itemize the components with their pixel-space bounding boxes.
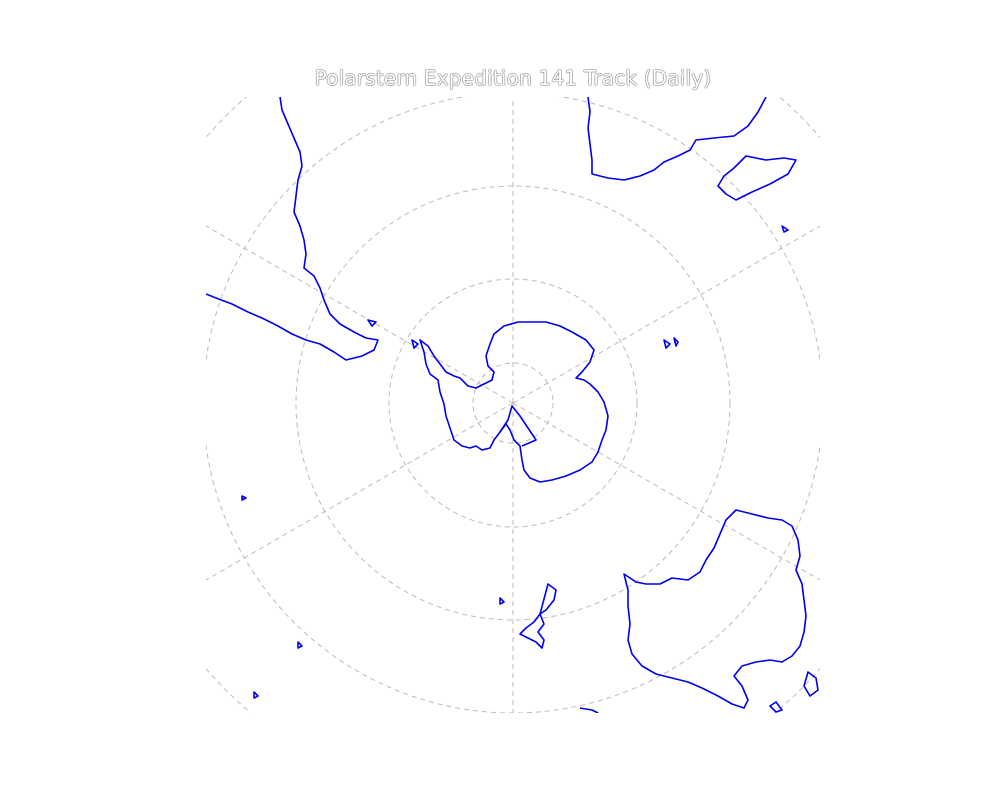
kerguelen-island (663, 339, 671, 349)
latitude-circle-70 (388, 278, 638, 528)
antarctica-coastline (419, 321, 609, 483)
new-zealand-south-island (519, 613, 545, 649)
crozet-island (781, 225, 789, 233)
heard-island (673, 337, 679, 347)
meridian-120e (512, 402, 820, 581)
africa-coastline (587, 97, 767, 181)
coastlines (206, 97, 819, 713)
new-zealand-north-island (539, 583, 557, 615)
latitude-circle-60 (295, 185, 731, 621)
tasmania-coastline (769, 701, 783, 713)
meridian-120w (206, 402, 514, 581)
graticule-latitude (206, 97, 820, 713)
pacific-islet-1 (297, 641, 303, 649)
latitude-circle-80 (472, 362, 554, 444)
macquarie-island (499, 597, 505, 605)
indonesia-fragment (803, 671, 819, 697)
madagascar-coastline (717, 155, 797, 201)
australia-coastline (623, 509, 807, 709)
pacific-islet-2 (253, 691, 259, 699)
south-america-coastline (206, 97, 379, 361)
map-title: Polarstern Expedition 141 Track (Daily) (314, 66, 712, 90)
meridian-60e (512, 225, 820, 404)
new-guinea-fragment (579, 707, 599, 713)
pacific-islet-3 (241, 495, 247, 501)
graticule-meridians (206, 97, 820, 713)
south-georgia-island (411, 339, 419, 349)
antarctica-ross-ice-edge (499, 405, 537, 447)
falkland-islands (367, 319, 377, 327)
